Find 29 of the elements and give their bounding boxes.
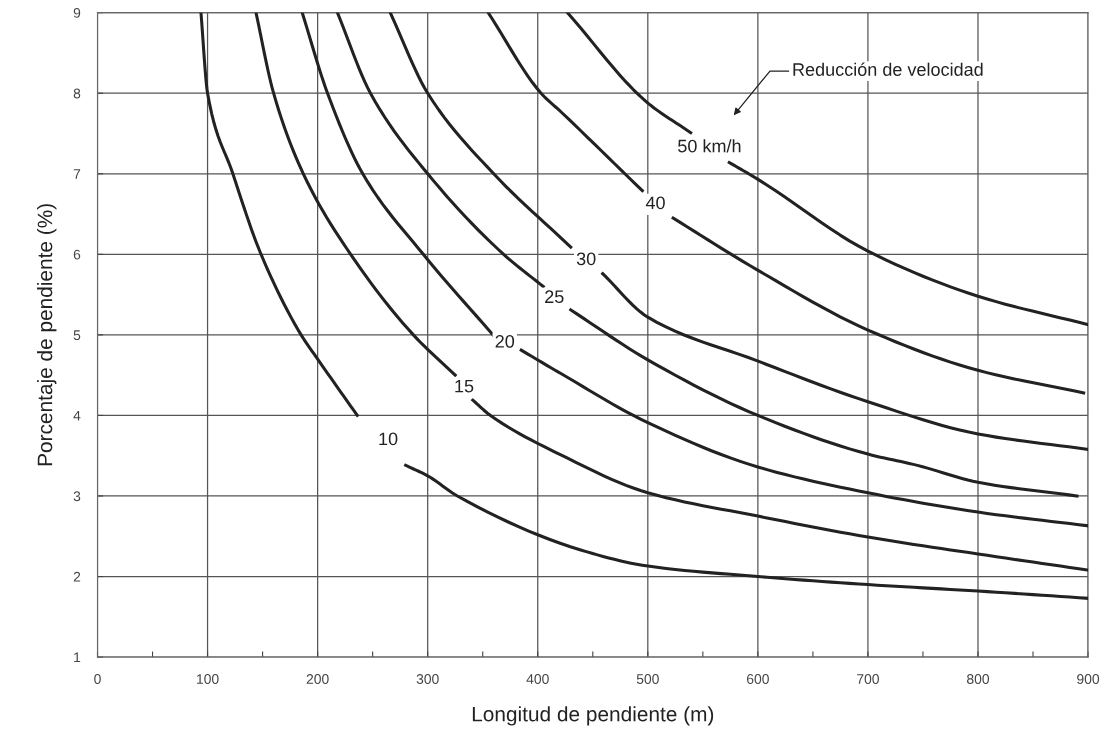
series-label: 10 [379,432,398,446]
x-tick-label: 200 [306,674,329,684]
x-tick-label: 100 [197,674,219,684]
x-axis-title: Longitud de pendiente (m) [472,706,714,726]
x-tick-label: 700 [857,674,879,684]
y-tick-label: 4 [73,410,81,421]
x-tick-label: 300 [416,674,439,684]
y-tick-label: 5 [73,330,81,341]
y-tick-label: 1 [74,652,81,663]
annotation: Reducción de velocidad [793,62,983,76]
series-label: 20 [495,334,515,348]
series-label: 15 [455,379,474,393]
y-tick-label: 8 [73,88,81,99]
x-tick-label: 500 [636,674,659,684]
y-tick-label: 2 [73,571,81,582]
series-label: 25 [545,290,564,304]
y-tick-label: 7 [73,169,81,179]
series-label: 40 [645,196,665,210]
x-tick-label: 0 [94,674,101,684]
x-tick-label: 900 [1077,674,1100,684]
y-tick-label: 9 [73,8,81,18]
x-tick-label: 400 [526,674,549,684]
y-axis-title: Porcentaje de pendiente (%) [37,204,57,466]
x-tick-label: 600 [746,674,769,684]
series-label: 30 [576,252,596,266]
x-tick-label: 800 [967,674,990,684]
y-tick-label: 6 [73,249,81,260]
series-label: 50 km/h [678,139,741,153]
y-tick-label: 3 [73,491,81,502]
